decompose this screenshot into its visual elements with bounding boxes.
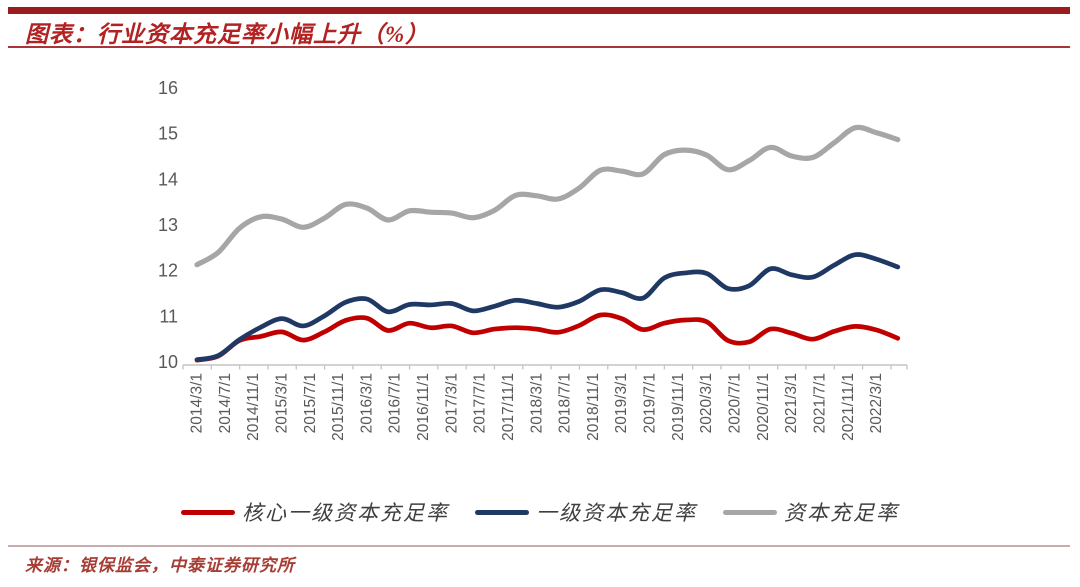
x-axis-tick-label: 2015/3/1	[273, 373, 290, 433]
y-axis-tick-label: 12	[158, 261, 178, 281]
x-axis-tick-label: 2018/11/1	[585, 373, 602, 441]
y-axis-tick-label: 10	[158, 352, 178, 372]
y-axis-tick-label: 14	[158, 169, 178, 189]
x-axis-tick-label: 2021/11/1	[840, 373, 857, 441]
x-axis-tick-label: 2015/11/1	[330, 373, 347, 441]
x-axis-tick-label: 2020/7/1	[727, 373, 744, 433]
legend-swatch-core-tier1	[181, 509, 235, 515]
source-note: 来源：银保监会，中泰证券研究所	[25, 556, 295, 575]
x-axis-tick-label: 2017/11/1	[500, 373, 517, 441]
x-axis-tick-label: 2019/7/1	[642, 373, 659, 433]
top-accent-bar	[8, 7, 1070, 14]
tier1-capital-adequacy-ratio-line	[194, 252, 901, 363]
x-axis-tick-label: 2017/3/1	[443, 373, 460, 433]
y-axis-tick-label: 16	[158, 78, 178, 98]
legend-label-car: 资本充足率	[784, 501, 899, 525]
capital-adequacy-ratio-line	[194, 124, 901, 268]
x-axis-tick-label: 2016/3/1	[358, 373, 375, 433]
chart-legend: 核心一级资本充足率 一级资本充足率 资本充足率	[0, 497, 1080, 527]
y-axis-tick-label: 11	[159, 306, 178, 326]
legend-item-core-tier1: 核心一级资本充足率	[181, 497, 449, 527]
x-axis-tick-label: 2015/7/1	[302, 373, 319, 433]
x-axis-tick-label: 2014/7/1	[217, 373, 234, 433]
x-axis-tick-label: 2020/3/1	[698, 373, 715, 433]
chart-area: 10 11 12 13 14 15 16 2014/3/1 2014/7/1 2014/11/1 2…	[158, 78, 908, 441]
x-axis-tick-label: 2020/11/1	[755, 373, 772, 441]
legend-swatch-tier1	[475, 509, 529, 515]
legend-swatch-car	[723, 509, 777, 515]
page-title: 图表：行业资本充足率小幅上升（%）	[25, 22, 430, 47]
x-axis-tick-label: 2021/7/1	[811, 373, 828, 433]
legend-label-core-tier1: 核心一级资本充足率	[242, 501, 449, 525]
x-axis-tick-label: 2014/11/1	[245, 373, 262, 441]
x-axis-tick-label: 2018/3/1	[528, 373, 545, 433]
x-axis-tick-label: 2021/3/1	[783, 373, 800, 433]
bottom-rule	[8, 545, 1070, 547]
x-axis-tick-label: 2019/3/1	[613, 373, 630, 433]
x-axis-tick-label: 2014/3/1	[189, 373, 206, 433]
capital-adequacy-line-chart: 10 11 12 13 14 15 16 2014/3/1 2014/7/1 2014/11/1 2…	[158, 78, 908, 441]
x-axis-tick-label: 2019/11/1	[670, 373, 687, 441]
legend-item-tier1: 一级资本充足率	[475, 497, 697, 527]
x-axis-tick-label: 2016/7/1	[387, 373, 404, 433]
y-axis-tick-label: 13	[158, 215, 178, 235]
x-axis-tick-label: 2022/3/1	[868, 373, 885, 433]
x-axis-tick-label: 2017/7/1	[472, 373, 489, 433]
x-axis-tick-label: 2016/11/1	[415, 373, 432, 441]
x-axis-tick-label: 2018/7/1	[557, 373, 574, 433]
title-underline	[8, 46, 1070, 48]
core-tier1-capital-adequacy-ratio-line	[194, 312, 901, 363]
legend-label-tier1: 一级资本充足率	[536, 501, 697, 525]
legend-item-car: 资本充足率	[723, 497, 899, 527]
y-axis-tick-label: 15	[158, 124, 178, 144]
